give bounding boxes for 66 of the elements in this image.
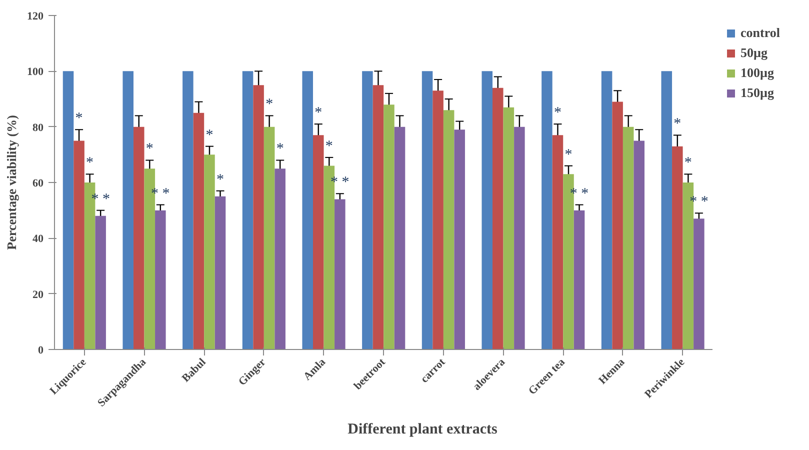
legend-label: 150µg (740, 85, 774, 101)
data-label: * (674, 116, 682, 132)
data-label: * (206, 127, 214, 144)
bar (313, 135, 324, 350)
bar (514, 126, 525, 350)
data-label: * (276, 141, 284, 158)
bar (334, 199, 346, 350)
bar (122, 71, 134, 350)
bar (492, 88, 504, 350)
legend-label: 50µg (740, 45, 768, 61)
bar (601, 71, 612, 350)
bar (503, 107, 514, 350)
bar (302, 71, 313, 350)
bar (133, 126, 144, 350)
x-axis-title: Different plant extracts (348, 422, 498, 438)
data-label: * (266, 96, 274, 113)
bar (574, 210, 585, 350)
bar (362, 71, 373, 350)
bar (95, 216, 106, 350)
data-label: * (75, 110, 83, 127)
data-label: * (216, 172, 224, 188)
bar (394, 126, 406, 350)
data-label: * (564, 146, 572, 163)
bar (74, 140, 84, 350)
bar (694, 218, 704, 350)
bar (214, 196, 226, 350)
y-tick-label: 100 (27, 66, 44, 78)
bar (182, 71, 194, 350)
bar (155, 210, 166, 350)
y-tick-label: 0 (38, 344, 44, 356)
data-label: * * (690, 194, 708, 210)
bar (672, 146, 683, 350)
bar (204, 154, 215, 350)
bar (62, 71, 74, 350)
bar (661, 71, 672, 350)
bar (264, 126, 275, 350)
data-label: * (146, 141, 154, 158)
y-tick-label: 80 (32, 122, 44, 134)
bar (193, 112, 204, 350)
bar (634, 140, 644, 350)
y-axis-title: Percentage viability (%) (4, 115, 19, 250)
y-tick-label: 40 (32, 233, 44, 246)
y-tick-label: 60 (32, 178, 44, 190)
bar (443, 110, 454, 350)
data-label: * (554, 105, 562, 122)
data-label: * (684, 155, 692, 172)
bar (454, 130, 465, 350)
bar (253, 85, 264, 350)
bar (242, 71, 254, 350)
bar (274, 168, 286, 350)
legend-label: control (740, 25, 780, 41)
bar (482, 71, 493, 350)
bar (432, 90, 444, 350)
bar (622, 126, 634, 350)
bar (612, 102, 623, 350)
bar (372, 85, 384, 350)
bar (384, 104, 394, 350)
bar (422, 71, 433, 350)
bar (542, 71, 552, 350)
bar (552, 135, 564, 350)
data-label: * (86, 155, 94, 172)
y-tick-label: 20 (32, 288, 44, 301)
legend-label: 100µg (740, 65, 774, 81)
data-label: * (325, 138, 333, 154)
y-tick-label: 120 (27, 10, 44, 22)
data-label: * (314, 105, 322, 122)
